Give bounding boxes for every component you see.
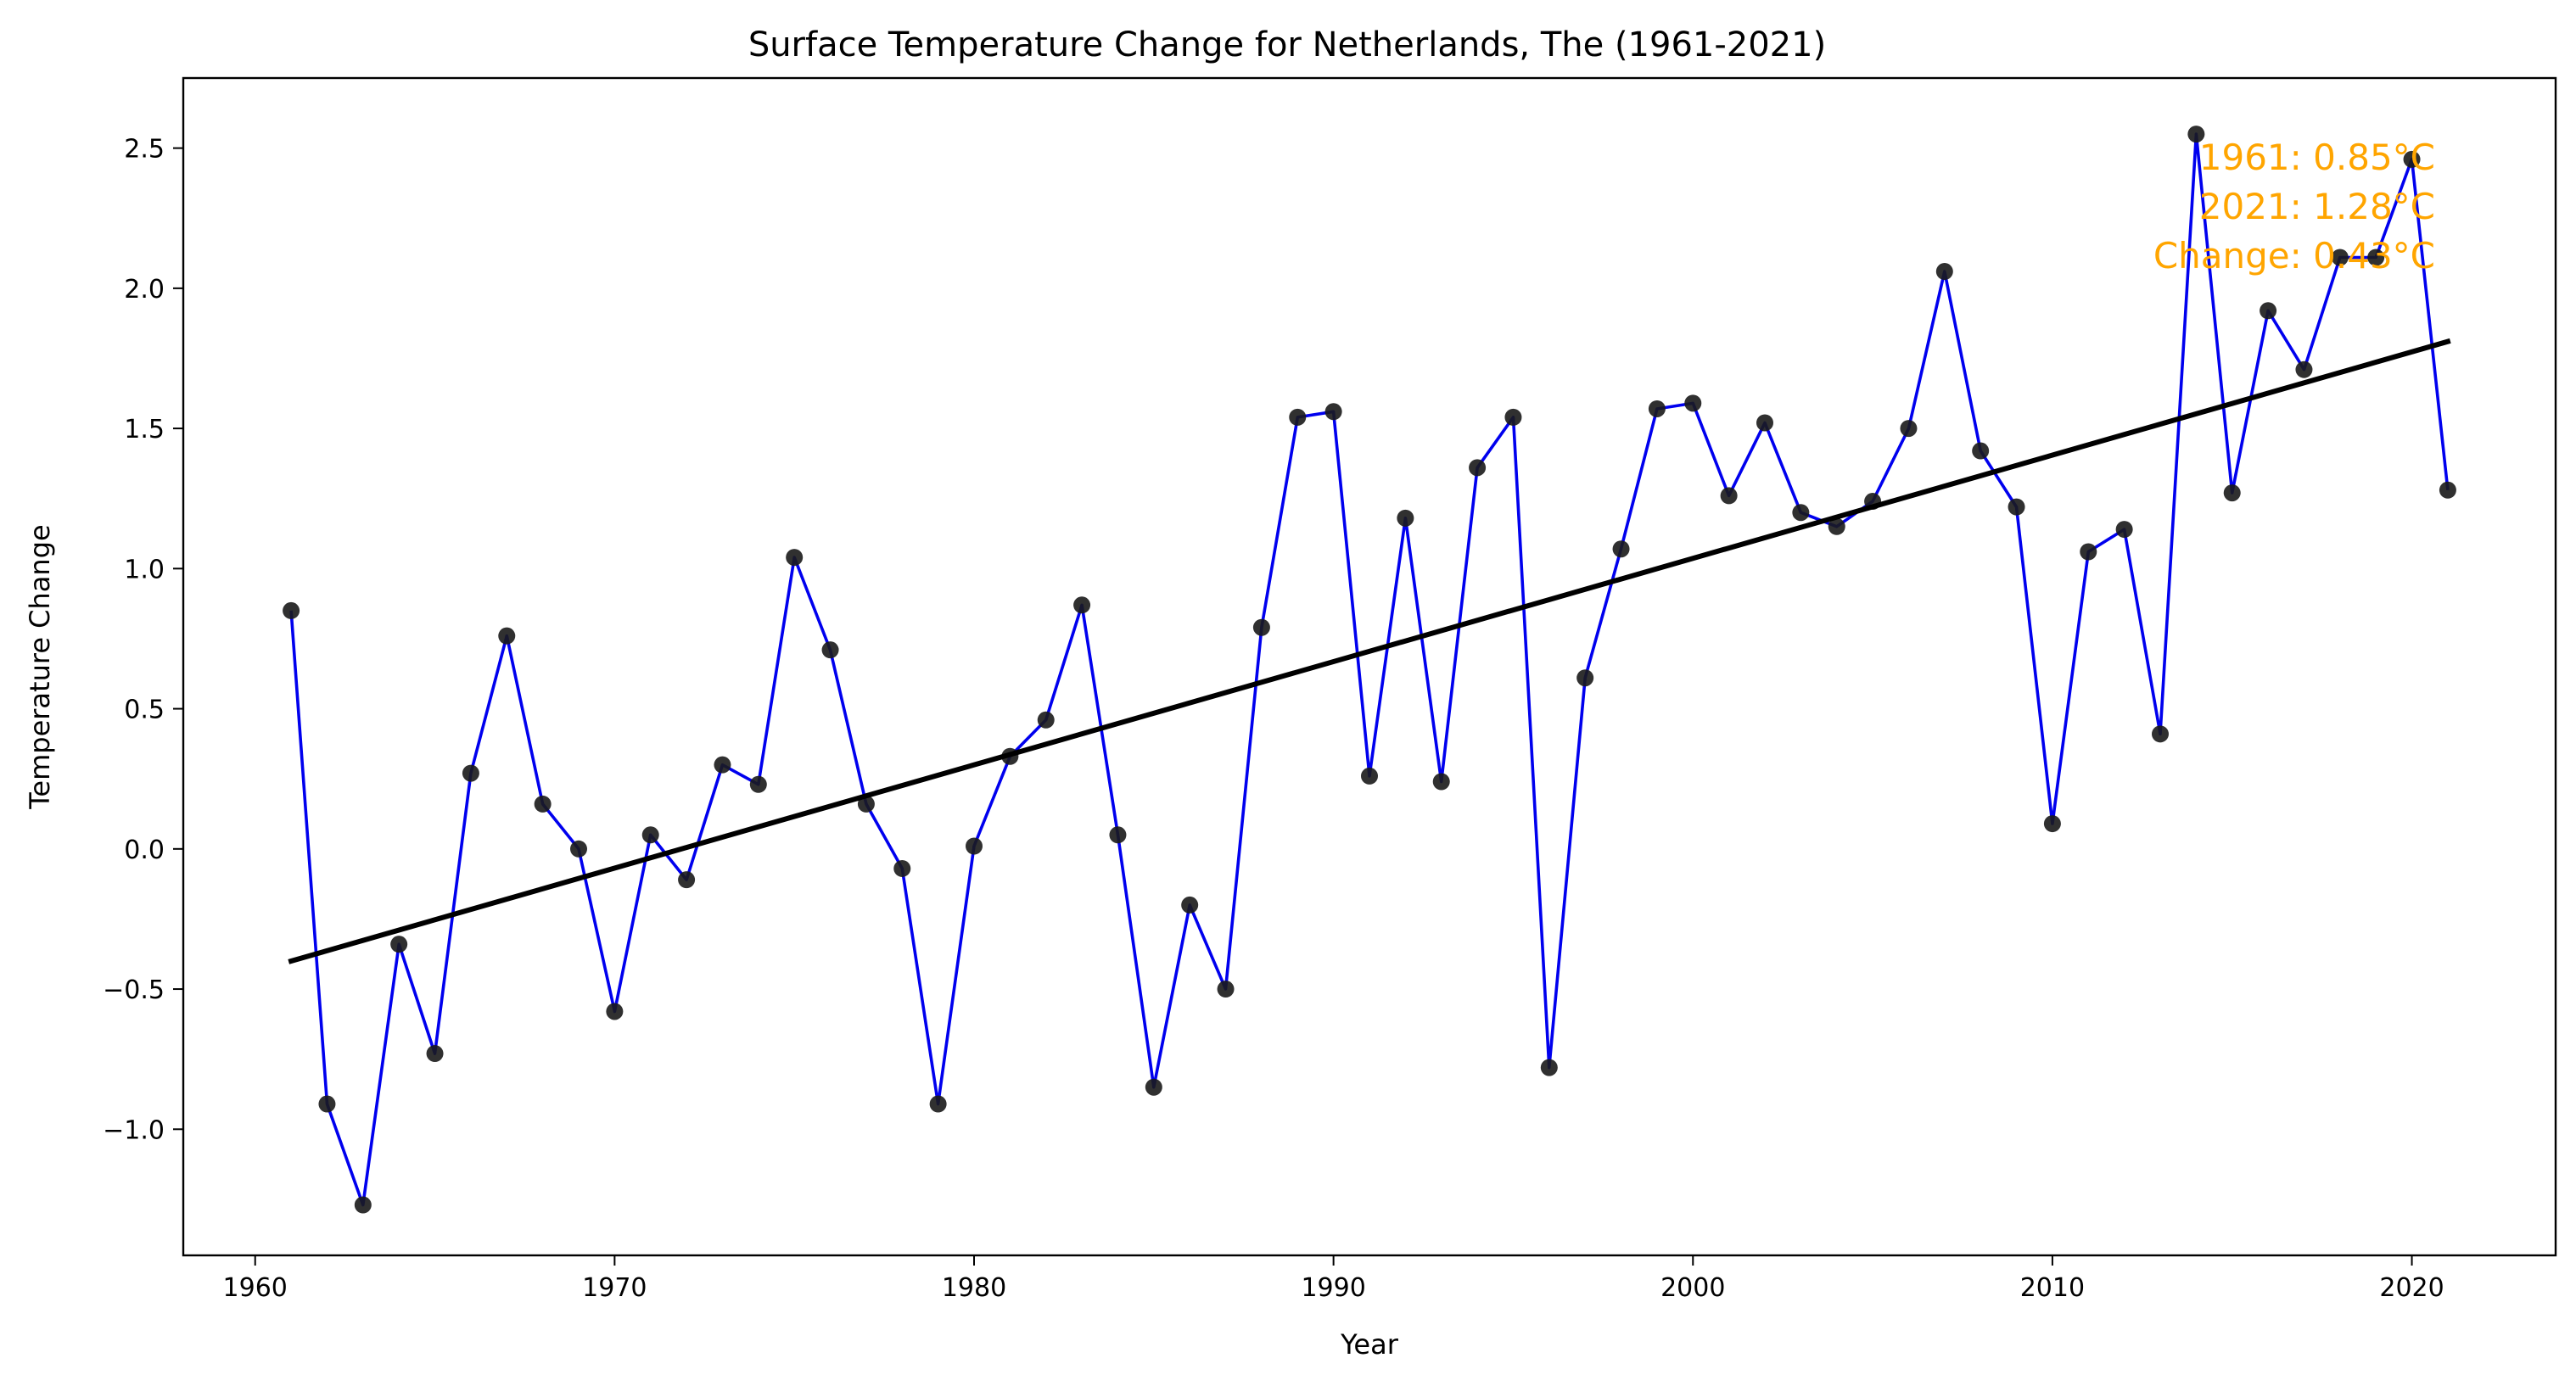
data-point — [966, 837, 983, 855]
data-point — [1684, 394, 1702, 412]
data-point — [1324, 403, 1342, 421]
x-axis-label: Year — [1340, 1328, 1399, 1361]
annotation-line: 1961: 0.85°C — [2199, 137, 2435, 178]
data-point — [821, 641, 839, 659]
data-point — [1504, 408, 1522, 426]
series-layer — [283, 126, 2456, 1214]
data-point — [570, 840, 587, 858]
data-point — [283, 601, 300, 619]
data-point — [2080, 543, 2097, 561]
y-tick-label: 1.0 — [124, 555, 165, 584]
plot-frame — [182, 76, 2557, 1257]
x-axis-ticks: 1960 1970 1980 1990 2000 2010 2020 — [223, 1255, 2444, 1303]
data-point — [2367, 249, 2385, 266]
data-point — [678, 871, 696, 889]
data-point — [2043, 815, 2061, 833]
data-point — [1648, 400, 1666, 417]
data-point — [1361, 767, 1378, 785]
data-point — [1037, 711, 1055, 729]
data-point — [1540, 1059, 1558, 1076]
data-point — [462, 764, 479, 782]
data-point — [857, 795, 875, 813]
data-point — [1181, 896, 1199, 914]
data-point — [2152, 725, 2169, 743]
x-tick-label: 2010 — [2020, 1273, 2085, 1303]
data-point — [2403, 150, 2421, 168]
data-point — [929, 1095, 947, 1113]
data-point — [498, 627, 516, 645]
data-point — [1397, 509, 1414, 527]
data-point — [1828, 517, 1845, 535]
data-point — [2187, 126, 2205, 143]
data-point — [1972, 442, 1990, 460]
trend-line — [288, 338, 2451, 964]
x-tick-label: 2020 — [2379, 1273, 2444, 1303]
data-point — [354, 1196, 372, 1214]
y-tick-label: −0.5 — [103, 975, 165, 1005]
annotation-line: Change: 0.43°C — [2153, 235, 2435, 277]
data-point — [1432, 773, 1450, 791]
data-point — [641, 826, 659, 844]
annotation-line: 2021: 1.28°C — [2199, 186, 2435, 227]
data-point — [2295, 360, 2313, 378]
data-point — [390, 936, 408, 953]
x-tick-label: 1980 — [942, 1273, 1006, 1303]
data-point — [1217, 981, 1235, 998]
data-point — [2331, 249, 2349, 266]
data-point — [606, 1003, 624, 1020]
data-point — [318, 1095, 336, 1113]
y-tick-label: 0.5 — [124, 696, 165, 725]
x-tick-label: 1970 — [582, 1273, 647, 1303]
data-point — [749, 775, 767, 793]
y-tick-label: 2.0 — [124, 275, 165, 305]
x-tick-label: 2000 — [1660, 1273, 1725, 1303]
y-tick-label: 2.5 — [124, 135, 165, 165]
data-point — [1252, 618, 1270, 636]
y-tick-label: 0.0 — [124, 836, 165, 865]
x-tick-label: 1990 — [1301, 1273, 1365, 1303]
chart-title: Surface Temperature Change for Netherlan… — [748, 25, 1826, 64]
data-point — [2115, 521, 2133, 539]
x-tick-label: 1960 — [223, 1273, 288, 1303]
y-tick-label: 1.5 — [124, 415, 165, 444]
data-point — [1935, 263, 1953, 281]
data-point — [1900, 420, 1918, 438]
data-point — [1576, 669, 1594, 687]
data-point — [426, 1045, 444, 1063]
data-point — [1469, 459, 1487, 477]
y-tick-label: −1.0 — [103, 1115, 165, 1145]
data-point — [2260, 302, 2277, 320]
data-point — [1073, 596, 1091, 614]
y-axis-label: Temperature Change — [24, 524, 56, 809]
data-point — [1145, 1078, 1162, 1096]
data-point — [1720, 487, 1738, 505]
data-point — [534, 795, 552, 813]
data-point — [714, 756, 731, 774]
data-point — [1289, 408, 1307, 426]
data-point — [786, 549, 804, 567]
data-point — [893, 859, 911, 877]
data-point — [2008, 498, 2025, 516]
y-axis-ticks: −1.0 −0.5 0.0 0.5 1.0 1.5 2.0 2.5 — [103, 135, 183, 1145]
data-point — [2439, 481, 2456, 499]
data-point — [1792, 504, 1810, 522]
data-point — [2223, 484, 2241, 502]
trend-layer — [288, 338, 2451, 964]
data-point — [1109, 826, 1127, 844]
data-point — [1756, 414, 1773, 432]
data-point — [1612, 540, 1630, 558]
annotation-layer: 1961: 0.85°C 2021: 1.28°C Change: 0.43°C — [2153, 137, 2435, 277]
